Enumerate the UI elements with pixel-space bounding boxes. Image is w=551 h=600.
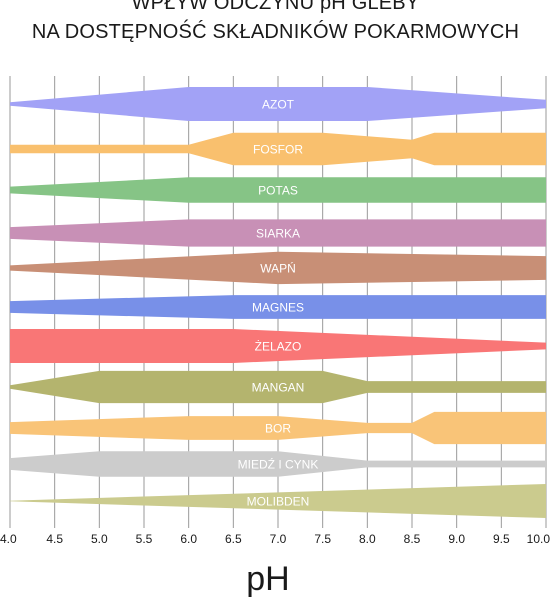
band-magnes [10, 295, 546, 319]
x-tick-label: 7.0 [270, 532, 287, 546]
band-potas [10, 177, 546, 203]
band-label: MIEDŹ I CYNK [238, 457, 319, 472]
nutrient-bands: AZOT FOSFOR POTAS SIARKA WAPŃ MAGNES ŻELAZO MAN… [10, 87, 546, 518]
band-label: POTAS [258, 184, 298, 198]
x-tick-label: 4.5 [46, 532, 63, 546]
x-tick-label: 9.0 [448, 532, 465, 546]
band-label: AZOT [262, 98, 295, 112]
chart-title: WPŁYW ODCZYNU pH GLEBY [131, 0, 420, 14]
x-tick-label: 5.0 [91, 532, 108, 546]
band-molibden [10, 484, 546, 518]
x-tick-label: 10.0 [527, 532, 551, 546]
x-tick-label: 9.5 [493, 532, 510, 546]
x-tick-label: 5.5 [136, 532, 153, 546]
x-tick-label: 4.0 [0, 532, 17, 546]
x-tick-label: 6.5 [225, 532, 242, 546]
x-tick-label: 8.0 [359, 532, 376, 546]
band-wapń [10, 251, 546, 285]
band-miedź-i-cynk [10, 451, 546, 477]
x-tick-label: 7.5 [314, 532, 331, 546]
band-fosfor [10, 132, 546, 166]
band-azot [10, 87, 546, 121]
band-label: MANGAN [252, 381, 305, 395]
band-bor [10, 411, 546, 445]
band-label: FOSFOR [253, 143, 303, 157]
band-label: WAPŃ [260, 261, 296, 276]
x-axis-label: pH [246, 560, 289, 598]
band-label: MAGNES [252, 301, 304, 315]
x-tick-label: 6.0 [180, 532, 197, 546]
band-label: ŻELAZO [255, 340, 302, 354]
band-label: SIARKA [256, 227, 300, 241]
band-label: BOR [265, 422, 291, 436]
x-tick-label: 8.5 [404, 532, 421, 546]
band-żelazo [10, 329, 546, 363]
band-siarka [10, 219, 546, 247]
chart-subtitle: NA DOSTĘPNOŚĆ SKŁADNIKÓW POKARMOWYCH [31, 21, 520, 43]
band-mangan [10, 370, 546, 404]
x-axis-ticks: 4.0 4.5 5.0 5.5 6.0 6.5 7.0 7.5 8.0 8.5 9.0 9.5 10.0 [0, 532, 550, 546]
band-label: MOLIBDEN [247, 495, 310, 509]
